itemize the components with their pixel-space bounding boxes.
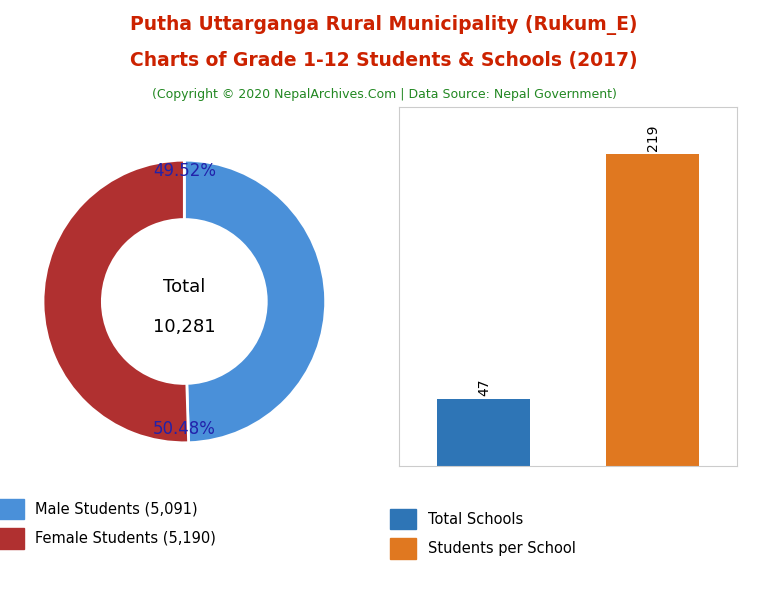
- Text: Total: Total: [163, 278, 206, 296]
- Text: 49.52%: 49.52%: [153, 162, 216, 180]
- Text: (Copyright © 2020 NepalArchives.Com | Data Source: Nepal Government): (Copyright © 2020 NepalArchives.Com | Da…: [151, 88, 617, 101]
- Wedge shape: [43, 160, 189, 443]
- Text: Charts of Grade 1-12 Students & Schools (2017): Charts of Grade 1-12 Students & Schools …: [131, 51, 637, 70]
- Text: Putha Uttarganga Rural Municipality (Rukum_E): Putha Uttarganga Rural Municipality (Ruk…: [131, 15, 637, 35]
- Bar: [607, 154, 699, 466]
- Text: 47: 47: [477, 378, 491, 396]
- Text: 50.48%: 50.48%: [153, 420, 216, 438]
- Legend: Male Students (5,091), Female Students (5,190): Male Students (5,091), Female Students (…: [0, 498, 216, 549]
- Bar: [438, 399, 531, 466]
- Text: 219: 219: [646, 125, 660, 151]
- Text: 10,281: 10,281: [153, 318, 216, 336]
- Legend: Total Schools, Students per School: Total Schools, Students per School: [389, 509, 575, 559]
- Wedge shape: [184, 160, 326, 443]
